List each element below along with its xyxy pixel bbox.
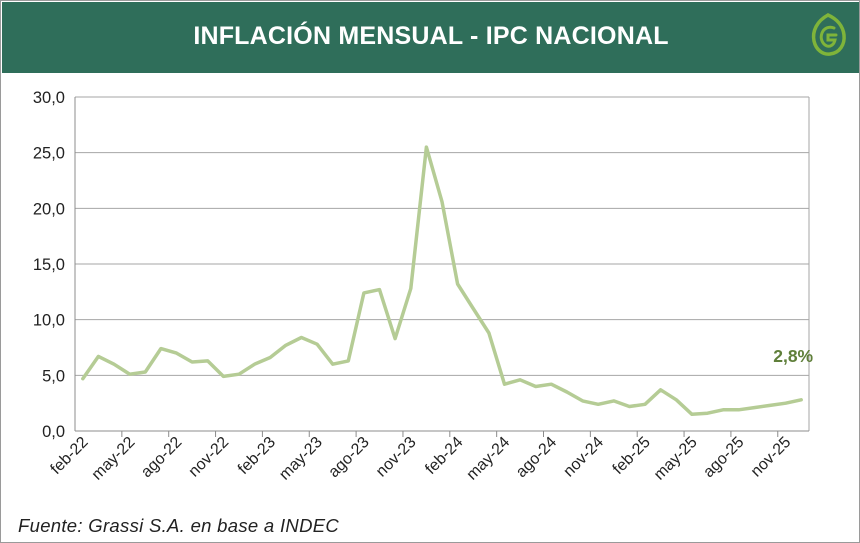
y-tick-label: 20,0 xyxy=(33,200,65,218)
x-tick-label: ago-22 xyxy=(138,434,185,481)
x-tick-label: nov-23 xyxy=(373,434,420,481)
x-tick-label: may-23 xyxy=(276,434,326,484)
x-tick-label: nov-24 xyxy=(560,434,607,481)
y-tick-label: 0,0 xyxy=(42,423,65,441)
x-tick-label: may-24 xyxy=(464,434,514,484)
series-line xyxy=(81,145,803,417)
y-tick-label: 5,0 xyxy=(42,367,65,385)
y-tick-label: 15,0 xyxy=(33,256,65,274)
x-tick-label: nov-22 xyxy=(186,434,233,481)
x-tick-label: may-22 xyxy=(89,434,139,484)
last-value-label: 2,8% xyxy=(773,346,813,366)
x-tick-label: feb-24 xyxy=(422,434,466,478)
x-tick-label: ago-25 xyxy=(700,434,747,481)
chart-title: INFLACIÓN MENSUAL - IPC NACIONAL xyxy=(193,22,669,50)
leaf-g-icon xyxy=(811,13,846,56)
y-tick-label: 10,0 xyxy=(33,312,65,330)
header-bar xyxy=(2,2,859,73)
y-tick-label: 30,0 xyxy=(33,89,65,107)
x-tick-label: nov-25 xyxy=(748,434,795,481)
x-tick-label: feb-23 xyxy=(235,434,279,478)
source-note: Fuente: Grassi S.A. en base a INDEC xyxy=(18,515,340,536)
x-tick-label: may-25 xyxy=(651,434,701,484)
x-tick-label: feb-25 xyxy=(610,434,654,478)
y-tick-label: 25,0 xyxy=(33,145,65,163)
x-tick-label: ago-24 xyxy=(513,434,560,481)
x-tick-label: ago-23 xyxy=(325,434,372,481)
